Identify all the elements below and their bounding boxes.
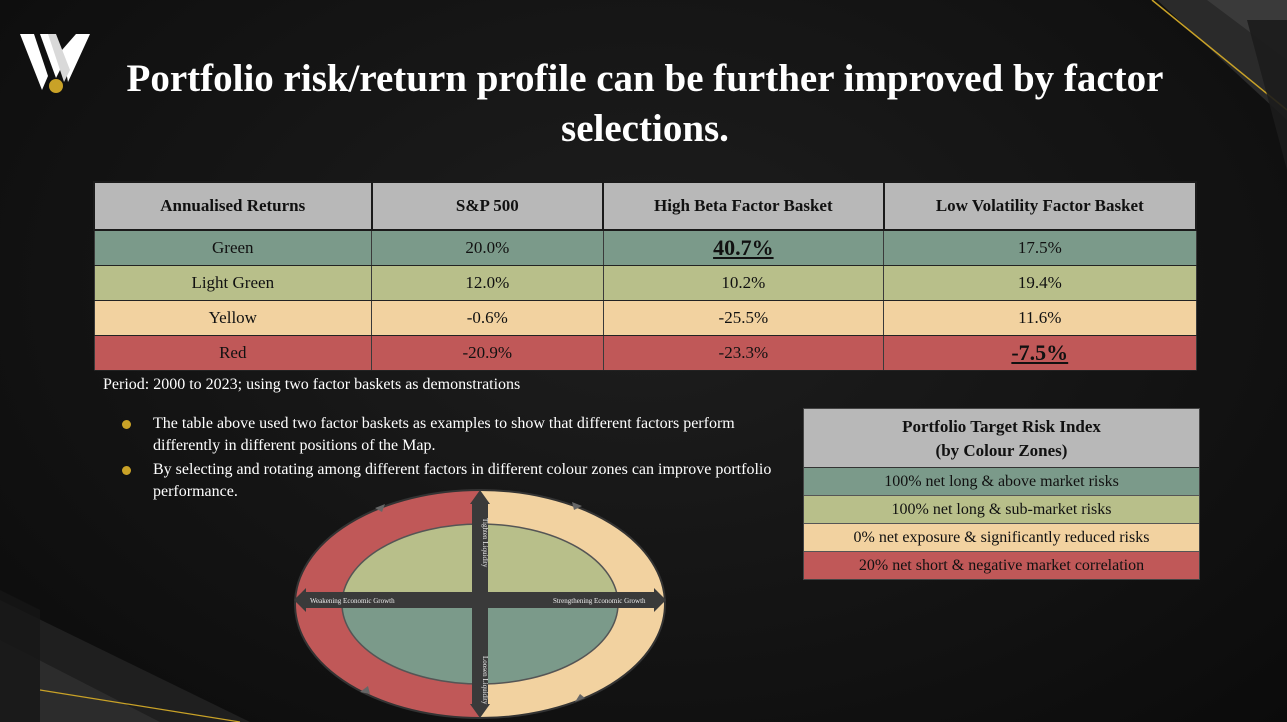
table-row-green: Green 20.0% 40.7% 17.5% bbox=[93, 229, 1197, 266]
colour-zone-map: Tighten Liquidity Loosen Liquidity Weake… bbox=[294, 489, 666, 719]
header-low-volatility: Low Volatility Factor Basket bbox=[882, 181, 1198, 231]
legend-item-green: 100% net long & above market risks bbox=[804, 468, 1199, 496]
high-beta-value: 40.7% bbox=[602, 229, 885, 266]
axis-label-left: Weakening Economic Growth bbox=[310, 597, 395, 605]
zone-label: Light Green bbox=[93, 265, 373, 301]
header-sp500: S&P 500 bbox=[370, 181, 605, 231]
horizontal-axis-arrow bbox=[294, 588, 666, 612]
top-right-decoration bbox=[1151, 0, 1287, 170]
sp500-value: -20.9% bbox=[371, 335, 604, 371]
low-vol-value: 11.6% bbox=[883, 300, 1197, 336]
bottom-left-decoration bbox=[0, 590, 250, 722]
legend-title: Portfolio Target Risk Index bbox=[902, 417, 1101, 436]
table-row-light-green: Light Green 12.0% 10.2% 19.4% bbox=[93, 265, 1197, 301]
high-beta-value: 10.2% bbox=[602, 265, 885, 301]
bullet-list: The table above used two factor baskets … bbox=[122, 413, 792, 505]
header-annualised-returns: Annualised Returns bbox=[93, 181, 373, 231]
header-high-beta: High Beta Factor Basket bbox=[602, 181, 885, 231]
legend-header: Portfolio Target Risk Index (by Colour Z… bbox=[804, 409, 1199, 468]
period-note: Period: 2000 to 2023; using two factor b… bbox=[103, 376, 521, 393]
high-beta-value: -23.3% bbox=[602, 335, 885, 371]
page-title: Portfolio risk/return profile can be fur… bbox=[126, 57, 1164, 150]
bullet-item: The table above used two factor baskets … bbox=[122, 413, 792, 457]
bullet-text: By selecting and rotating among differen… bbox=[153, 461, 772, 500]
bullet-dot-icon bbox=[122, 466, 131, 475]
returns-table: Annualised Returns S&P 500 High Beta Fac… bbox=[93, 181, 1198, 371]
zone-label: Green bbox=[93, 229, 373, 266]
axis-label-bottom: Loosen Liquidity bbox=[481, 656, 489, 705]
legend-item-red: 20% net short & negative market correlat… bbox=[804, 552, 1199, 579]
legend-item-yellow: 0% net exposure & significantly reduced … bbox=[804, 524, 1199, 552]
sp500-value: -0.6% bbox=[371, 300, 604, 336]
high-beta-value: -25.5% bbox=[602, 300, 885, 336]
zone-label: Yellow bbox=[93, 300, 373, 336]
low-vol-value: -7.5% bbox=[883, 335, 1197, 371]
legend-subtitle: (by Colour Zones) bbox=[935, 441, 1068, 460]
table-row-yellow: Yellow -0.6% -25.5% 11.6% bbox=[93, 300, 1197, 336]
bullet-dot-icon bbox=[122, 420, 131, 429]
low-vol-value: 17.5% bbox=[883, 229, 1197, 266]
low-vol-value: 19.4% bbox=[883, 265, 1197, 301]
sp500-value: 20.0% bbox=[371, 229, 604, 266]
axis-label-top: Tighten Liquidity bbox=[481, 518, 489, 568]
zone-label: Red bbox=[93, 335, 373, 371]
bullet-item: By selecting and rotating among differen… bbox=[122, 459, 792, 503]
axis-label-right: Strengthening Economic Growth bbox=[553, 597, 646, 605]
bullet-text: The table above used two factor baskets … bbox=[153, 415, 735, 454]
table-header-row: Annualised Returns S&P 500 High Beta Fac… bbox=[93, 181, 1198, 231]
sp500-value: 12.0% bbox=[371, 265, 604, 301]
risk-index-legend: Portfolio Target Risk Index (by Colour Z… bbox=[803, 408, 1200, 580]
table-row-red: Red -20.9% -23.3% -7.5% bbox=[93, 335, 1197, 371]
brand-logo bbox=[20, 34, 90, 93]
legend-item-light-green: 100% net long & sub-market risks bbox=[804, 496, 1199, 524]
